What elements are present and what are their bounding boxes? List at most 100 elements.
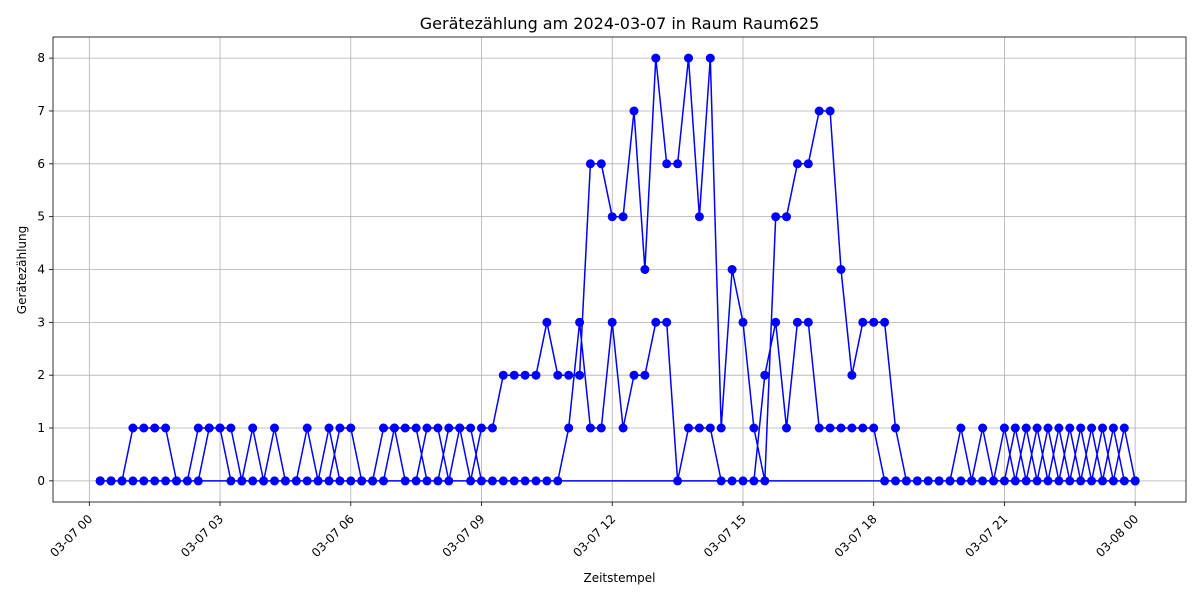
data-point <box>1043 423 1053 433</box>
data-point <box>771 317 781 327</box>
data-point <box>368 476 378 486</box>
data-point <box>520 370 530 380</box>
data-point <box>487 423 497 433</box>
data-point <box>618 423 628 433</box>
data-point <box>651 317 661 327</box>
data-point <box>880 476 890 486</box>
data-point <box>607 317 617 327</box>
data-point <box>684 53 693 63</box>
data-point <box>836 423 846 433</box>
data-point <box>858 423 868 433</box>
data-point <box>869 317 879 327</box>
data-point <box>792 159 802 169</box>
data-point <box>509 370 519 380</box>
data-point <box>117 476 127 486</box>
data-point <box>1130 476 1140 486</box>
y-tick-label: 6 <box>37 157 45 171</box>
data-point <box>302 423 312 433</box>
data-point <box>128 476 138 486</box>
data-point <box>193 476 203 486</box>
data-point <box>684 423 693 433</box>
data-point <box>705 53 715 63</box>
data-point <box>139 476 149 486</box>
data-point <box>564 370 574 380</box>
data-point <box>1043 476 1053 486</box>
data-point <box>1010 423 1020 433</box>
data-point <box>967 476 977 486</box>
chart-title: Gerätezählung am 2024-03-07 in Raum Raum… <box>420 14 820 33</box>
data-point <box>585 159 595 169</box>
data-point <box>542 317 552 327</box>
data-point <box>444 423 454 433</box>
y-axis: 0 1 2 3 4 5 6 7 8 <box>37 51 53 488</box>
data-point <box>1076 476 1086 486</box>
data-point <box>1119 423 1129 433</box>
data-point <box>618 212 628 222</box>
data-point <box>585 423 595 433</box>
data-point <box>411 423 421 433</box>
data-point <box>270 423 279 433</box>
data-point <box>313 476 323 486</box>
data-point <box>1021 476 1031 486</box>
data-point <box>466 476 476 486</box>
data-point <box>1098 476 1107 486</box>
data-point <box>498 370 508 380</box>
data-point <box>629 370 639 380</box>
data-point <box>814 106 824 116</box>
data-point <box>1065 423 1075 433</box>
y-tick-label: 4 <box>37 263 45 277</box>
data-point <box>814 423 824 433</box>
data-point <box>444 476 454 486</box>
data-point <box>978 476 988 486</box>
y-tick-label: 0 <box>37 474 45 488</box>
data-point <box>1119 476 1129 486</box>
data-point <box>389 423 399 433</box>
data-point <box>716 423 726 433</box>
series-layer <box>95 53 1140 486</box>
data-point <box>466 423 476 433</box>
data-point <box>498 476 508 486</box>
data-point <box>825 423 835 433</box>
data-point <box>640 265 650 274</box>
data-point <box>901 476 911 486</box>
data-point <box>891 476 900 486</box>
data-point <box>858 317 868 327</box>
data-point <box>411 476 421 486</box>
data-point <box>891 423 900 433</box>
data-point <box>400 476 410 486</box>
data-point <box>912 476 922 486</box>
data-point <box>379 476 388 486</box>
data-point <box>477 476 486 486</box>
data-point <box>629 106 639 116</box>
data-point <box>803 317 813 327</box>
data-point <box>324 423 334 433</box>
data-point <box>662 159 672 169</box>
data-point <box>335 423 345 433</box>
data-point <box>335 476 345 486</box>
data-point <box>531 476 541 486</box>
data-point <box>564 423 574 433</box>
data-point <box>782 212 791 222</box>
y-tick-label: 2 <box>37 368 45 382</box>
data-point <box>422 423 432 433</box>
data-point <box>204 423 214 433</box>
data-point <box>226 476 236 486</box>
data-point <box>575 370 585 380</box>
data-point <box>161 476 171 486</box>
data-point <box>956 423 966 433</box>
data-point <box>357 476 367 486</box>
data-point <box>673 476 683 486</box>
data-point <box>749 476 759 486</box>
data-point <box>193 423 203 433</box>
data-point <box>999 476 1009 486</box>
data-point <box>803 159 813 169</box>
y-tick-label: 7 <box>37 104 45 118</box>
data-point <box>1065 476 1075 486</box>
data-point <box>792 317 802 327</box>
data-point <box>956 476 966 486</box>
data-point <box>1032 423 1042 433</box>
data-point <box>379 423 388 433</box>
data-point <box>422 476 432 486</box>
data-point <box>150 476 160 486</box>
